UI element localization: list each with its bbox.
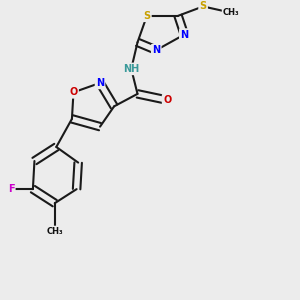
Text: O: O (69, 87, 78, 97)
Text: S: S (200, 2, 207, 11)
Text: NH: NH (123, 64, 140, 74)
Text: N: N (96, 78, 104, 88)
Text: N: N (152, 45, 160, 55)
Text: F: F (8, 184, 14, 194)
Text: N: N (180, 29, 188, 40)
Text: CH₃: CH₃ (223, 8, 239, 17)
Text: S: S (143, 11, 150, 21)
Text: CH₃: CH₃ (46, 227, 63, 236)
Text: O: O (163, 95, 171, 105)
